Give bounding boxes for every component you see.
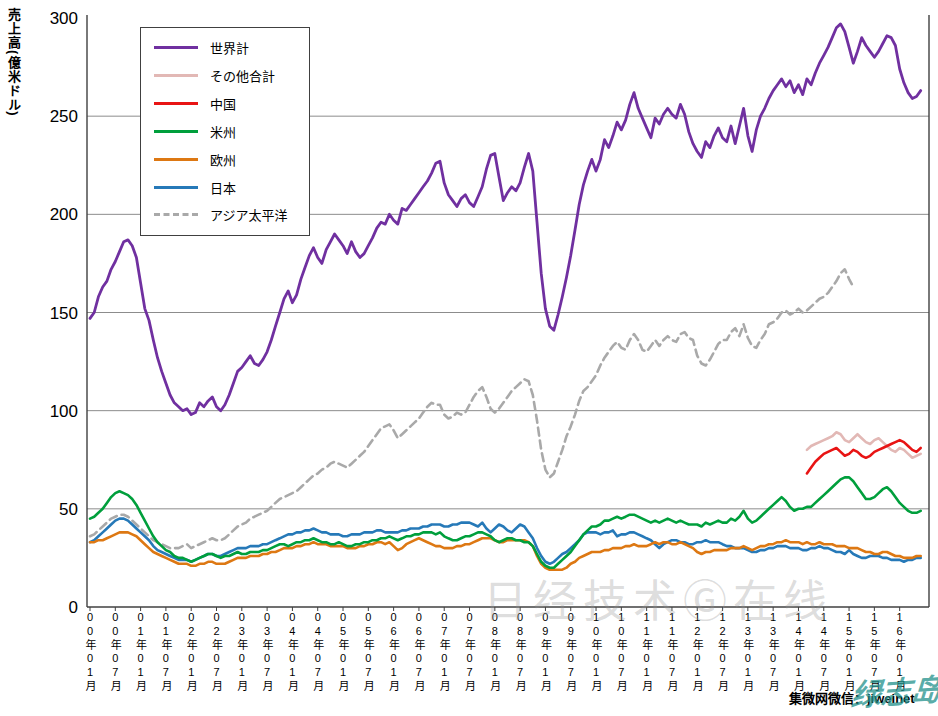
x-tick-label-12: 06年01月	[388, 611, 400, 693]
x-tick-label-14: 07年01月	[438, 611, 450, 693]
x-tick-label-10: 05年01月	[337, 611, 349, 693]
series-line-2	[807, 440, 921, 473]
x-tick-label-4: 02年01月	[185, 611, 197, 693]
y-tick-label-0: 0	[36, 598, 78, 618]
x-tick-label-9: 04年07月	[312, 611, 324, 693]
legend-swatch-world	[154, 46, 198, 49]
legend-label-china: 中国	[210, 94, 236, 113]
x-tick-label-5: 02年07月	[211, 611, 223, 693]
x-tick-label-6: 03年01月	[236, 611, 248, 693]
legend-item-europe: 欧州	[141, 146, 309, 172]
legend-item-asia-pacific: アジア太平洋	[141, 202, 309, 228]
legend-label-asia-pacific: アジア太平洋	[210, 205, 287, 224]
x-tick-label-15: 07年07月	[464, 611, 476, 693]
y-axis-title: 売上高(億米ドル)	[4, 8, 23, 117]
x-tick-label-2: 01年01月	[135, 611, 147, 693]
legend-label-europe: 欧州	[210, 150, 236, 169]
y-tick-label-200: 200	[36, 205, 78, 225]
series-line-6	[90, 269, 853, 548]
y-tick-label-250: 250	[36, 107, 78, 127]
y-tick-label-50: 50	[36, 500, 78, 520]
x-tick-label-8: 04年01月	[286, 611, 298, 693]
y-tick-label-300: 300	[36, 9, 78, 29]
legend-label-americas: 米州	[210, 122, 236, 141]
legend-item-japan: 日本	[141, 174, 309, 200]
legend-swatch-europe	[154, 158, 198, 161]
series-line-3	[90, 477, 921, 567]
legend-swatch-japan	[154, 186, 198, 189]
y-tick-label-100: 100	[36, 402, 78, 422]
center-watermark: 日经技术Ⓖ在线	[483, 566, 833, 630]
legend-swatch-other-total	[154, 74, 198, 77]
x-tick-label-13: 06年07月	[413, 611, 425, 693]
chart-canvas: 売上高(億米ドル) 300 250 200 150 100 50 0 00年01月 00年07…	[0, 0, 938, 716]
legend-swatch-americas	[154, 130, 198, 133]
x-tick-label-11: 05年07月	[362, 611, 374, 693]
legend-swatch-asia-pacific	[154, 213, 198, 216]
legend-box: 世界計 その他合計 中国 米州 欧州 日本 アジア太平洋	[140, 27, 310, 236]
y-tick-label-150: 150	[36, 304, 78, 324]
x-tick-label-1: 00年07月	[109, 611, 121, 693]
legend-item-other-total: その他合計	[141, 63, 309, 89]
x-tick-label-3: 01年07月	[160, 611, 172, 693]
legend-item-americas: 米州	[141, 118, 309, 144]
legend-item-world: 世界計	[141, 35, 309, 61]
bottom-right-stamp-watermark: 绿志岛	[850, 665, 938, 716]
legend-label-world: 世界計	[210, 38, 249, 57]
legend-label-japan: 日本	[210, 178, 236, 197]
legend-item-china: 中国	[141, 91, 309, 117]
x-tick-label-7: 03年07月	[261, 611, 273, 693]
x-tick-label-0: 00年01月	[84, 611, 96, 693]
legend-swatch-china	[154, 102, 198, 105]
legend-label-other-total: その他合計	[210, 66, 275, 85]
